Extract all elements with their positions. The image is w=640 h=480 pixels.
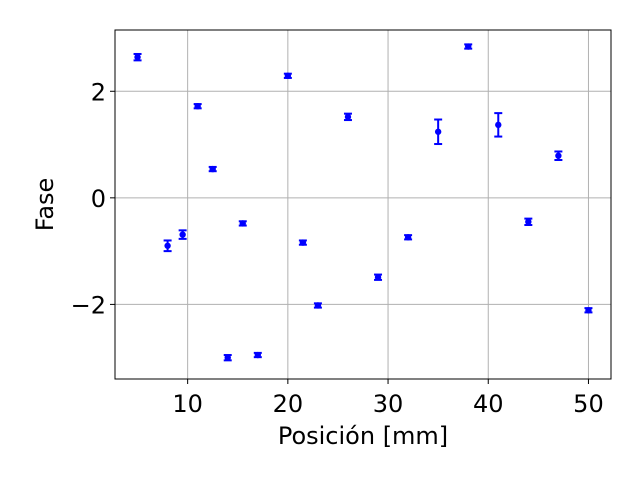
y-tick-label: 0 <box>91 185 106 213</box>
plot-frame <box>114 29 612 380</box>
data-point <box>555 152 562 159</box>
data-point <box>239 220 246 227</box>
data-point <box>179 231 186 238</box>
data-point <box>224 354 231 361</box>
data-point <box>134 53 141 61</box>
x-axis-label: Posición [mm] <box>278 422 448 450</box>
data-point <box>495 121 502 129</box>
x-tick-label: 50 <box>573 390 604 418</box>
y-tick-label: −2 <box>71 291 106 319</box>
data-point <box>585 307 592 314</box>
data-point <box>314 302 322 309</box>
grid-lines <box>115 30 611 379</box>
data-point <box>194 102 201 110</box>
data-point <box>525 218 532 226</box>
y-axis-label: Fase <box>31 178 59 232</box>
data-point <box>254 351 261 359</box>
x-tick-label: 30 <box>373 390 404 418</box>
data-point <box>465 43 472 50</box>
data-point <box>164 242 171 249</box>
data-point <box>299 239 307 246</box>
data-point <box>284 72 292 80</box>
axis-ticks: 10 20 30 40 50 −2 0 2 <box>71 78 604 418</box>
y-tick-label: 2 <box>91 78 106 106</box>
data-point <box>404 234 412 241</box>
data-points <box>134 43 592 361</box>
x-tick-label: 40 <box>473 390 504 418</box>
data-point <box>434 128 442 135</box>
data-point <box>374 274 382 281</box>
x-tick-label: 20 <box>273 390 304 418</box>
data-point <box>209 165 216 173</box>
data-point <box>344 113 352 121</box>
x-tick-label: 10 <box>172 390 203 418</box>
